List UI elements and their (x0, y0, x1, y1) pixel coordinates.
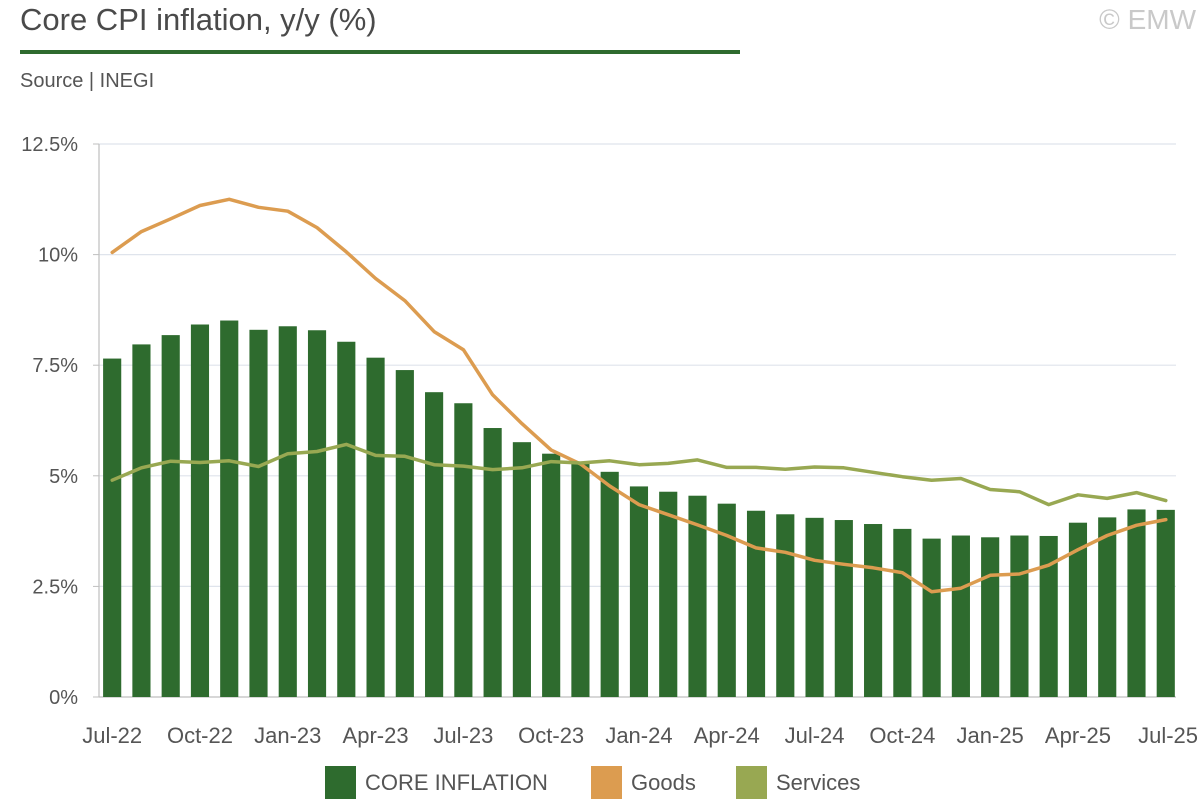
bar-core-inflation (981, 537, 1000, 697)
legend-item-services: Services (736, 766, 860, 799)
x-tick-label: Oct-22 (167, 723, 233, 748)
x-tick-label: Apr-24 (694, 723, 760, 748)
copyright-watermark: © EMW (1099, 4, 1196, 35)
bar-core-inflation (922, 538, 941, 697)
bar-core-inflation (805, 517, 824, 697)
x-tick-label: Jul-25 (1138, 723, 1198, 748)
bar-core-inflation (1127, 509, 1146, 697)
bar-core-inflation (483, 428, 502, 697)
chart-title: Core CPI inflation, y/y (%) (20, 2, 377, 37)
bar-core-inflation (454, 403, 473, 697)
y-tick-label: 12.5% (21, 134, 78, 156)
bar-core-inflation (717, 503, 736, 697)
y-tick-label: 7.5% (32, 355, 78, 377)
x-tick-label: Apr-23 (343, 723, 409, 748)
bar-core-inflation (512, 442, 531, 697)
legend-swatch-core (325, 766, 356, 799)
x-tick-label: Jan-24 (605, 723, 672, 748)
legend-label-services: Services (776, 769, 861, 795)
bar-core-inflation (395, 370, 414, 697)
x-tick-label: Oct-23 (518, 723, 584, 748)
bar-core-inflation (746, 510, 766, 697)
x-tick-label: Oct-24 (869, 723, 935, 748)
bar-core-inflation (1156, 509, 1175, 697)
bar-core-inflation (1098, 517, 1117, 697)
legend-label-core: CORE INFLATION (365, 769, 548, 795)
y-tick-label: 5% (49, 466, 78, 488)
chart-legend: CORE INFLATION Goods Services (0, 762, 1200, 800)
legend-item-core: CORE INFLATION (325, 766, 548, 799)
bar-core-inflation (776, 514, 795, 697)
x-tick-label: Apr-25 (1045, 723, 1111, 748)
bar-core-inflation (1010, 535, 1029, 697)
bar-core-inflation (132, 344, 151, 697)
bar-core-inflation (1039, 535, 1058, 697)
bar-core-inflation (629, 486, 649, 697)
bar-core-inflation (893, 528, 912, 697)
line-services (110, 442, 1168, 507)
bar-core-inflation (864, 524, 883, 697)
y-tick-label: 10% (38, 245, 78, 267)
y-tick-label: 0% (49, 687, 78, 709)
bar-core-inflation (249, 329, 268, 697)
bar-core-inflation (542, 453, 561, 697)
title-underline (20, 50, 740, 54)
bar-core-inflation (951, 535, 970, 697)
bar-core-inflation (688, 495, 707, 697)
y-tick-label: 2.5% (32, 576, 78, 598)
bar-core-inflation (571, 462, 590, 697)
bar-core-inflation (103, 358, 122, 697)
bar-core-inflation (220, 320, 239, 697)
bar-core-inflation (425, 392, 444, 697)
bar-core-inflation (1068, 522, 1088, 697)
x-tick-label: Jan-25 (957, 723, 1024, 748)
line-goods (110, 197, 1168, 594)
source-note: Source | INEGI (20, 70, 155, 92)
legend-swatch-goods (591, 766, 622, 799)
x-tick-label: Jan-23 (254, 723, 321, 748)
bar-core-inflation (600, 471, 619, 697)
bar-core-inflation (190, 324, 210, 697)
x-tick-label: Jul-24 (785, 723, 845, 748)
legend-item-goods: Goods (591, 766, 696, 799)
bar-core-inflation (337, 341, 356, 697)
bar-core-inflation (366, 357, 385, 697)
x-tick-label: Jul-23 (433, 723, 493, 748)
x-tick-label: Jul-22 (82, 723, 142, 748)
bar-core-inflation (307, 330, 327, 697)
legend-swatch-services (736, 766, 767, 799)
bar-core-inflation (659, 491, 678, 697)
bar-core-inflation (161, 335, 180, 697)
legend-label-goods: Goods (631, 769, 696, 795)
bar-core-inflation (278, 326, 297, 697)
bar-core-inflation (834, 520, 853, 697)
